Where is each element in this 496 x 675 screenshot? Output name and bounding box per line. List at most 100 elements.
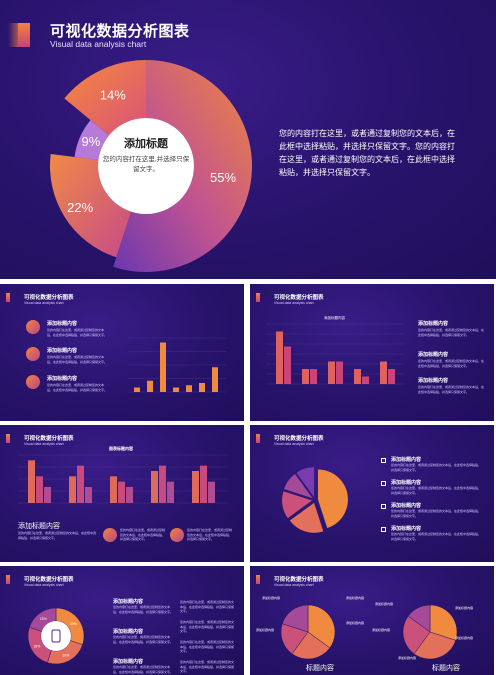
- bar: [186, 385, 192, 392]
- callout-label: 添加标题内容: [398, 656, 417, 660]
- item-heading: 添加标题内容: [47, 348, 78, 354]
- thumb-accent: [256, 434, 260, 443]
- thumb-accent: [256, 293, 260, 302]
- bar: [44, 487, 51, 503]
- pie-chart-3: [402, 604, 458, 660]
- item-text: 您的内容打在这里，或者通过复制您的文本后，在此框中选择粘贴，并选择只保留文字。: [113, 605, 174, 614]
- donut-chart-small: 30% 30% 15% 15%: [27, 607, 85, 665]
- bar-chart-2: [266, 323, 404, 385]
- bar: [134, 387, 140, 392]
- label-heading: 标题内容: [432, 665, 460, 672]
- thumb-subtitle: Visual data analysis chart: [24, 301, 64, 305]
- thumb-title: 可视化数据分析图表: [274, 577, 324, 583]
- bar: [126, 487, 133, 503]
- item-text: 您的内容打在这里，或者通过复制您的文本后，在此框中选择粘贴，并选择只保留文字。: [180, 600, 235, 613]
- thumb-slide-6: 可视化数据分析图表 Visual data analysis chart 添加标…: [250, 566, 494, 675]
- big-heading: 添加标题内容: [18, 523, 60, 530]
- bar: [167, 481, 174, 503]
- thumb-title: 可视化数据分析图表: [274, 295, 324, 301]
- item-heading: 添加标题内容: [391, 526, 422, 532]
- donut-center: [98, 118, 194, 214]
- donut-slice: [113, 60, 252, 272]
- pie-slice: [402, 615, 431, 655]
- thumb-subtitle: Visual data analysis chart: [24, 583, 64, 587]
- bar: [354, 369, 361, 384]
- bar: [36, 476, 43, 503]
- thumb-subtitle: Visual data analysis chart: [274, 583, 314, 587]
- item-heading: 添加标题内容: [391, 503, 422, 509]
- label-heading: 标题内容: [306, 665, 334, 672]
- bullet-icon: [26, 320, 40, 334]
- item-heading: 添加标题内容: [418, 378, 449, 384]
- list-icon: [381, 527, 386, 532]
- item-heading: 添加标题内容: [113, 659, 144, 665]
- pie-slice: [407, 604, 431, 633]
- pie-slice: [317, 469, 348, 529]
- pie-chart-1: [282, 467, 348, 533]
- item-text: 您的内容打在这里，或者通过复制您的文本后，在此框中选择粘贴，并选择只保留文字。: [18, 531, 97, 540]
- pie-slice: [282, 491, 313, 519]
- bullet-icon: [26, 347, 40, 361]
- list-icon: [381, 458, 386, 463]
- slide-subtitle: Visual data analysis chart: [50, 39, 147, 49]
- pie-slice-label: 30%: [70, 622, 77, 626]
- callout-label: 添加标题内容: [372, 628, 391, 632]
- hero-slide: 可视化数据分析图表 Visual data analysis chart: [0, 0, 496, 279]
- pie-slice: [413, 631, 456, 660]
- thumb-slide-4: 可视化数据分析图表 Visual data analysis chart 添加标…: [250, 425, 494, 562]
- bullet-icon: [26, 375, 40, 389]
- bar: [380, 361, 387, 384]
- item-heading: 添加标题内容: [391, 480, 422, 486]
- bar: [388, 369, 395, 384]
- thumb-slide-2: 可视化数据分析图表 Visual data analysis chart 添加标…: [250, 284, 494, 421]
- callout-label: 添加标题内容: [375, 602, 394, 606]
- pie-slice: [284, 473, 313, 499]
- bar: [151, 471, 158, 503]
- item-text: 您的内容打在这里，或者通过复制您的文本后，在此框中选择粘贴，并选择只保留文字。: [180, 660, 235, 673]
- list-icon: [381, 504, 386, 509]
- item-heading: 添加标题内容: [47, 321, 78, 327]
- item-text: 您的内容打在这里，或者通过复制您的文本后，在此框中选择粘贴，并选择只保留文字。: [418, 385, 485, 394]
- thumb-title: 可视化数据分析图表: [24, 295, 74, 301]
- bar: [302, 369, 309, 384]
- donut-slice-label: 22%: [67, 200, 93, 215]
- thumb-accent: [6, 575, 10, 584]
- pie-slice-label: 15%: [40, 617, 47, 621]
- item-heading: 添加标题内容: [113, 599, 144, 605]
- chart-title: 图表标题内容: [109, 446, 133, 451]
- bar: [208, 481, 215, 503]
- item-text: 您的内容打在这里，或者通过复制您的文本后，在此框中选择粘贴，并选择只保留文字。: [113, 665, 174, 674]
- thumb-title: 可视化数据分析图表: [24, 577, 74, 583]
- bar: [69, 476, 76, 503]
- thumb-title: 可视化数据分析图表: [274, 436, 324, 442]
- donut-slice-label: 14%: [100, 87, 126, 102]
- pie-slice: [282, 604, 309, 633]
- item-text: 您的内容打在这里，或者通过复制您的文本后，在此框中选择粘贴，并选择只保留文字。: [418, 328, 485, 337]
- bar: [362, 376, 369, 384]
- callout-label: 添加标题内容: [455, 636, 474, 640]
- donut-slice-label: 55%: [210, 170, 236, 185]
- bar: [85, 487, 92, 503]
- donut-slice: [64, 60, 146, 136]
- thumb-slide-5: 可视化数据分析图表 Visual data analysis chart 30%…: [0, 566, 244, 675]
- donut-slice-label: 9%: [82, 134, 101, 149]
- donut-center-text: 您的内容打在这里,并选择只保留文字。: [102, 156, 190, 173]
- item-text: 您的内容打在这里，或者通过复制您的文本后，在此框中选择粘贴，并选择只保留文字。: [391, 486, 482, 495]
- thumb-title: 可视化数据分析图表: [24, 436, 74, 442]
- thumb-accent: [6, 293, 10, 302]
- bar-chart-1: [128, 337, 226, 393]
- callout-label: 添加标题内容: [256, 628, 275, 632]
- donut-chart: 14% 9% 22% 55%: [49, 60, 252, 272]
- item-heading: 添加标题内容: [418, 352, 449, 358]
- bar: [77, 465, 84, 503]
- bullet-icon: [170, 528, 184, 542]
- item-text: 您的内容打在这里，或者通过复制您的文本后，在此框中选择粘贴，并选择只保留文字。: [113, 635, 174, 644]
- bar: [200, 465, 207, 503]
- bar: [212, 367, 218, 392]
- donut-slice: [49, 153, 132, 258]
- pie-slice: [307, 604, 336, 649]
- bar: [110, 476, 117, 503]
- thumb-subtitle: Visual data analysis chart: [24, 442, 64, 446]
- item-heading: 添加标题内容: [418, 321, 449, 327]
- title-accent-bar: [18, 23, 30, 47]
